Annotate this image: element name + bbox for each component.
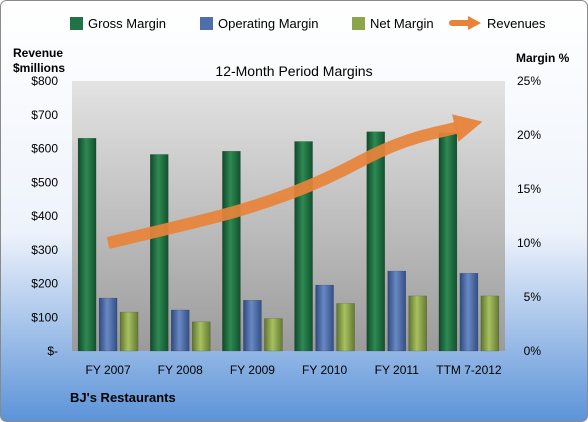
category-label: FY 2010 [302,363,347,377]
left-tick-label: $300 [31,243,58,257]
legend-item-revenues: Revenues [449,16,546,31]
bar-operating-margin [98,297,118,352]
footer-company-name: BJ's Restaurants [70,390,176,405]
bar-operating-margin [171,309,190,352]
left-axis-title-line1: Revenue [13,46,63,60]
bar-net-margin [264,318,283,352]
bar-gross-margin [222,150,241,352]
bar-gross-margin [77,137,97,352]
left-tick-label: $700 [31,108,58,122]
category-label: TTM 7-2012 [436,363,502,377]
left-tick-label: $600 [31,142,58,156]
right-tick-label: 15% [517,182,541,196]
bar-net-margin [408,295,427,352]
right-axis-ticks: 0% 5% 10% 15% 20% 25% [517,74,541,358]
plot-area [72,81,505,351]
category-label: FY 2007 [86,363,131,377]
legend-label-net-margin: Net Margin [370,16,434,31]
legend-item-operating-margin: Operating Margin [200,16,318,31]
category-label: FY 2008 [158,363,203,377]
bar-net-margin [336,303,355,352]
category-labels: FY 2007 FY 2008 FY 2009 FY 2010 FY 2011 TTM 7… [86,363,502,377]
revenue-arrow-head [452,114,483,142]
bar-operating-margin [459,272,479,352]
bar-operating-margin [315,284,334,352]
legend-swatch-gross-margin [70,17,83,30]
bar-net-margin [192,321,211,352]
bar-gross-margin [294,141,313,352]
right-tick-label: 10% [517,236,541,250]
legend-swatch-revenues-head [468,16,481,30]
revenue-line-layer [106,114,483,249]
right-tick-label: 25% [517,74,541,88]
left-tick-label: $- [47,344,58,358]
bar-gross-margin [366,131,385,352]
legend-label-gross-margin: Gross Margin [88,16,166,31]
legend-item-gross-margin: Gross Margin [70,16,166,31]
chart-title: 12-Month Period Margins [215,63,372,79]
category-label: FY 2009 [230,363,275,377]
left-tick-label: $400 [31,209,58,223]
legend-item-net-margin: Net Margin [352,16,434,31]
left-tick-label: $800 [31,74,58,88]
left-axis-title-line2: $millions [13,61,65,75]
legend: Gross Margin Operating Margin Net Margin… [70,16,546,31]
left-tick-label: $500 [31,175,58,189]
left-tick-label: $200 [31,277,58,291]
legend-swatch-operating-margin [200,17,213,30]
bar-gross-margin [438,132,458,352]
bar-net-margin [480,295,500,352]
right-tick-label: 0% [524,344,542,358]
bar-operating-margin [387,270,406,352]
legend-swatch-net-margin [352,17,365,30]
right-tick-label: 20% [517,128,541,142]
right-tick-label: 5% [524,290,542,304]
legend-label-operating-margin: Operating Margin [218,16,318,31]
left-tick-label: $100 [31,310,58,324]
category-label: FY 2011 [375,363,420,377]
legend-label-revenues: Revenues [487,16,546,31]
bar-gross-margin [150,154,169,352]
bars-layer [77,131,500,352]
bar-net-margin [119,311,139,352]
right-axis-title: Margin % [516,51,570,65]
revenue-line [106,121,459,249]
left-axis-ticks: $- $100 $200 $300 $400 $500 $600 $700 $800 [31,74,58,358]
bar-operating-margin [243,299,262,352]
